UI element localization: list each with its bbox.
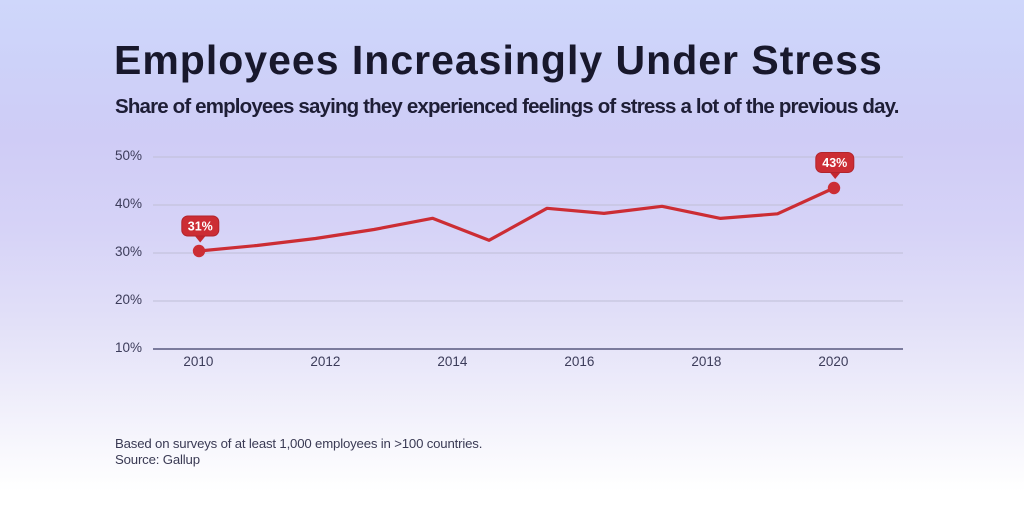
svg-text:2010: 2010 bbox=[183, 354, 213, 369]
svg-text:2014: 2014 bbox=[437, 354, 468, 369]
svg-text:10%: 10% bbox=[115, 340, 142, 355]
svg-text:43%: 43% bbox=[822, 156, 847, 170]
svg-text:2018: 2018 bbox=[691, 354, 721, 369]
svg-text:2020: 2020 bbox=[818, 354, 848, 369]
svg-text:31%: 31% bbox=[188, 220, 213, 234]
svg-text:2012: 2012 bbox=[310, 354, 340, 369]
svg-text:2016: 2016 bbox=[564, 354, 594, 369]
svg-text:40%: 40% bbox=[115, 196, 142, 211]
svg-text:20%: 20% bbox=[115, 292, 142, 307]
svg-text:30%: 30% bbox=[115, 244, 142, 259]
svg-text:50%: 50% bbox=[115, 148, 142, 163]
